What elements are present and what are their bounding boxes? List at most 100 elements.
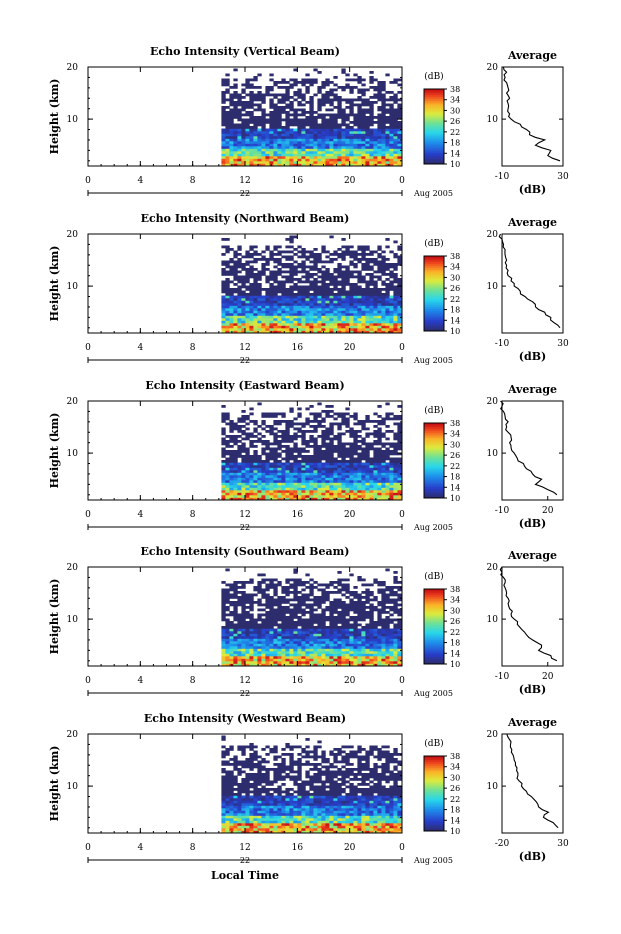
heatmap-cell bbox=[389, 146, 393, 149]
heatmap-cell bbox=[281, 445, 285, 448]
heatmap-cell bbox=[313, 626, 317, 629]
heatmap-cell bbox=[321, 119, 325, 122]
heatmap-cell bbox=[229, 306, 233, 309]
heatmap-cell bbox=[229, 480, 233, 483]
heatmap-cell bbox=[357, 79, 361, 82]
heatmap-cell bbox=[253, 485, 257, 488]
heatmap-cell bbox=[389, 301, 393, 304]
heatmap-cell bbox=[317, 656, 321, 659]
heatmap-cell bbox=[313, 311, 317, 314]
heatmap-cell bbox=[325, 495, 329, 498]
heatmap-cell bbox=[321, 478, 325, 481]
heatmap-cell bbox=[341, 420, 345, 423]
heatmap-cell bbox=[257, 141, 261, 144]
heatmap-cell bbox=[293, 443, 297, 446]
heatmap-cell bbox=[245, 139, 249, 142]
heatmap-cell bbox=[381, 139, 385, 142]
heatmap-cell bbox=[361, 420, 365, 423]
heatmap-cell bbox=[385, 470, 389, 473]
heatmap-cell bbox=[285, 656, 289, 659]
avg-x-tick-label: -10 bbox=[495, 172, 510, 182]
heatmap-cell bbox=[281, 106, 285, 109]
heatmap-cell bbox=[269, 475, 273, 478]
heatmap-cell bbox=[281, 634, 285, 637]
heatmap-cell bbox=[289, 440, 293, 443]
heatmap-cell bbox=[257, 306, 261, 309]
heatmap-cell bbox=[221, 283, 225, 286]
heatmap-cell bbox=[285, 129, 289, 132]
heatmap-cell bbox=[253, 286, 257, 289]
heatmap-cell bbox=[261, 99, 265, 102]
heatmap-cell bbox=[253, 161, 257, 164]
heatmap-cell bbox=[381, 301, 385, 304]
heatmap-cell bbox=[289, 649, 293, 652]
heatmap-cell bbox=[261, 644, 265, 647]
heatmap-cell bbox=[341, 281, 345, 284]
heatmap-cell bbox=[373, 488, 377, 491]
heatmap-cell bbox=[349, 308, 353, 311]
heatmap-cell bbox=[281, 308, 285, 311]
heatmap-cell bbox=[385, 413, 389, 416]
heatmap-cell bbox=[221, 418, 225, 421]
heatmap-cell bbox=[221, 641, 225, 644]
heatmap-cell bbox=[393, 443, 397, 446]
panel-0: Echo Intensity (Vertical Beam)Height (km… bbox=[48, 45, 569, 198]
heatmap-cell bbox=[301, 159, 305, 162]
heatmap-cell bbox=[317, 288, 321, 291]
heatmap-cell bbox=[345, 636, 349, 639]
heatmap-cell bbox=[341, 313, 345, 316]
heatmap-cell bbox=[277, 296, 281, 299]
heatmap-cell bbox=[377, 458, 381, 461]
heatmap-cell bbox=[253, 303, 257, 306]
heatmap-cell bbox=[265, 161, 269, 164]
heatmap-cell bbox=[273, 126, 277, 129]
heatmap-cell bbox=[385, 473, 389, 476]
heatmap-cell bbox=[229, 139, 233, 142]
heatmap-cell bbox=[289, 651, 293, 654]
heatmap-cell bbox=[249, 460, 253, 463]
heatmap-cell bbox=[325, 428, 329, 431]
heatmap-cell bbox=[337, 144, 341, 147]
heatmap-cell bbox=[225, 296, 229, 299]
heatmap-cell bbox=[333, 460, 337, 463]
heatmap-cell bbox=[237, 318, 241, 321]
heatmap-cell bbox=[365, 415, 369, 418]
heatmap-cell bbox=[373, 258, 377, 261]
heatmap-cell bbox=[289, 266, 293, 269]
heatmap-cell bbox=[393, 99, 397, 102]
heatmap-cell bbox=[321, 420, 325, 423]
heatmap-cell bbox=[293, 435, 297, 438]
heatmap-cell bbox=[301, 438, 305, 441]
heatmap-cell bbox=[265, 318, 269, 321]
heatmap-cell bbox=[325, 126, 329, 129]
heatmap-cell bbox=[373, 631, 377, 634]
heatmap-cell bbox=[249, 493, 253, 496]
heatmap-cell bbox=[257, 313, 261, 316]
heatmap-cell bbox=[369, 448, 373, 451]
heatmap-cell bbox=[369, 321, 373, 324]
heatmap-cell bbox=[237, 301, 241, 304]
heatmap-cell bbox=[377, 659, 381, 662]
heatmap-cell bbox=[337, 306, 341, 309]
heatmap-cell bbox=[257, 323, 261, 326]
heatmap-cell bbox=[249, 291, 253, 294]
heatmap-cell bbox=[389, 443, 393, 446]
heatmap-cell bbox=[245, 490, 249, 493]
heatmap-cell bbox=[397, 428, 401, 431]
heatmap-cell bbox=[353, 124, 357, 127]
heatmap-cell bbox=[369, 109, 373, 112]
heatmap-cell bbox=[353, 251, 357, 254]
heatmap-cell bbox=[313, 656, 317, 659]
heatmap-cell bbox=[373, 634, 377, 637]
heatmap-cell bbox=[301, 495, 305, 498]
heatmap-cell bbox=[261, 495, 265, 498]
heatmap-cell bbox=[285, 139, 289, 142]
heatmap-cell bbox=[261, 413, 265, 416]
heatmap-cell bbox=[253, 131, 257, 134]
heatmap-cell bbox=[377, 149, 381, 152]
heatmap-cell bbox=[369, 308, 373, 311]
heatmap-cell bbox=[229, 465, 233, 468]
avg-x-tick-label: -10 bbox=[495, 339, 510, 349]
heatmap-cell bbox=[285, 291, 289, 294]
heatmap-cell bbox=[365, 248, 369, 251]
